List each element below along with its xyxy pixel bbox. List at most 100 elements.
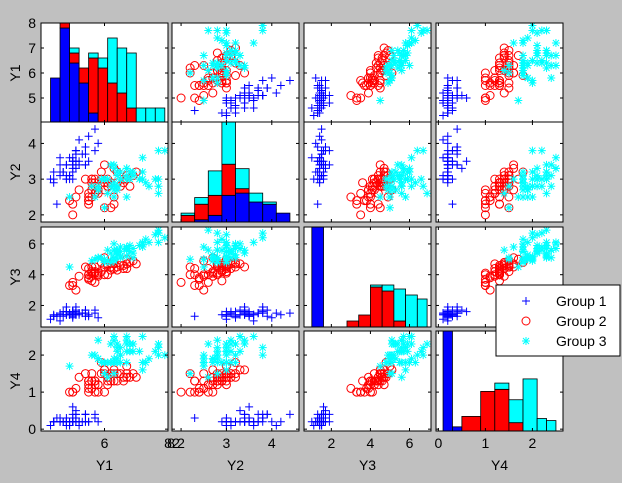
hist-bar-Y1-bin7-group2 [116, 92, 128, 123]
data-point-g3-43 [403, 168, 412, 176]
data-point-g3-48 [542, 64, 551, 72]
data-point-g3-40 [226, 246, 235, 255]
data-point-g2-10 [68, 210, 78, 220]
panel-plot-area [46, 332, 168, 430]
data-point-g1-49 [68, 417, 77, 426]
data-point-g3-8 [519, 193, 528, 201]
series-group-3 [65, 332, 168, 382]
hist-bar-Y2-bin3-group2 [221, 163, 236, 196]
data-point-g3-47 [116, 175, 125, 184]
hist-bar-Y4-bin6-group3 [522, 378, 538, 431]
data-point-g2-49 [495, 181, 504, 191]
data-point-g3-26 [519, 182, 528, 191]
data-point-g3-18 [542, 227, 551, 235]
data-point-g3-27 [103, 256, 112, 265]
data-point-g2-47 [495, 265, 504, 275]
data-point-g3-46 [523, 193, 532, 201]
data-point-g1-39 [240, 309, 249, 318]
data-point-g3-39 [393, 46, 402, 55]
data-point-g3-35 [222, 26, 231, 35]
data-point-g3-4 [116, 243, 125, 251]
data-point-g3-43 [125, 241, 134, 250]
hist-bar-Y1-bin6-group3 [107, 37, 118, 84]
data-point-g3-45 [122, 252, 131, 261]
data-point-g3-39 [393, 347, 402, 356]
panel-plot-area [176, 332, 294, 430]
data-point-g3-46 [199, 61, 208, 70]
data-point-g3-40 [226, 51, 235, 60]
series-group-3 [65, 227, 168, 271]
data-point-g1-23 [457, 306, 466, 315]
hist-bar-Y3-bin5-group3 [370, 284, 383, 288]
data-point-g1-48 [254, 309, 263, 318]
series-group-3 [376, 332, 431, 382]
panel-background [436, 23, 563, 123]
data-point-g3-25 [519, 239, 528, 248]
data-point-g3-44 [236, 244, 245, 253]
data-point-g2-41 [499, 260, 509, 270]
data-point-g3-18 [542, 189, 551, 198]
data-point-g3-42 [94, 354, 103, 363]
data-point-g3-22 [213, 229, 222, 238]
x-tick-label-Y1-end: 8 [167, 435, 175, 451]
data-point-g2-7 [65, 280, 75, 290]
panel-background [436, 122, 563, 222]
data-point-g3-48 [106, 249, 115, 258]
data-point-g3-8 [519, 51, 528, 60]
data-point-g1-33 [443, 132, 452, 141]
data-point-g3-17 [537, 146, 546, 155]
data-point-g1-39 [317, 160, 326, 169]
data-point-g3-15 [542, 59, 551, 67]
data-point-g2-30 [485, 81, 495, 90]
data-point-g3-24 [122, 347, 131, 356]
data-point-g3-12 [125, 247, 134, 256]
hist-bar-Y2-bin1-group3 [194, 197, 209, 205]
data-point-g3-40 [547, 51, 556, 60]
data-point-g3-49 [387, 358, 396, 367]
legend-label-1: Group 1 [556, 293, 607, 309]
x-axis-label-Y3: Y3 [359, 457, 376, 473]
data-point-g3-37 [395, 59, 404, 67]
hist-bar-Y2-bin7-group1 [275, 212, 291, 222]
data-point-g3-7 [141, 235, 150, 244]
series-group-1 [307, 125, 334, 209]
data-point-g3-8 [122, 193, 131, 201]
data-point-g1-46 [71, 146, 80, 155]
data-point-g1-41 [448, 200, 457, 209]
series-group-1 [46, 402, 103, 430]
data-point-g3-5 [417, 175, 426, 184]
data-point-g2-24 [371, 58, 381, 68]
data-point-g2-17 [480, 185, 490, 195]
data-point-g3-6 [376, 96, 385, 105]
y-tick-label-Y3: 6 [28, 236, 36, 252]
y-tick-label-Y2: 2 [28, 207, 36, 223]
data-point-g3-9 [249, 39, 258, 47]
data-point-g3-30 [407, 182, 416, 191]
data-point-g2-49 [495, 76, 504, 85]
data-point-g3-33 [213, 61, 222, 70]
data-point-g1-42 [313, 109, 322, 117]
data-point-g1-32 [439, 89, 448, 97]
data-point-g3-47 [528, 252, 537, 261]
data-point-g3-39 [533, 171, 542, 180]
data-point-g2-6 [509, 259, 519, 269]
data-point-g2-44 [369, 78, 379, 88]
data-point-g3-18 [204, 26, 213, 35]
data-point-g3-43 [542, 168, 551, 176]
panel-Y3-vs-Y3 [303, 226, 432, 328]
data-point-g2-44 [495, 78, 504, 88]
data-point-g3-48 [106, 160, 115, 169]
hist-bar-Y1-bin2-group1 [69, 62, 80, 123]
hist-bar-Y2-bin2-group3 [207, 170, 223, 196]
data-point-g3-8 [401, 193, 410, 201]
series-group-1 [190, 402, 294, 430]
data-point-g3-31 [160, 351, 168, 360]
data-point-g3-46 [199, 255, 208, 264]
data-point-g3-7 [217, 235, 226, 244]
data-point-g1-49 [236, 94, 245, 102]
data-point-g2-25 [499, 53, 509, 63]
data-point-g3-43 [125, 168, 134, 176]
data-point-g3-33 [387, 369, 396, 378]
x-tick-label-Y1: 6 [101, 435, 109, 451]
panel-Y4-vs-Y2 [171, 330, 300, 432]
